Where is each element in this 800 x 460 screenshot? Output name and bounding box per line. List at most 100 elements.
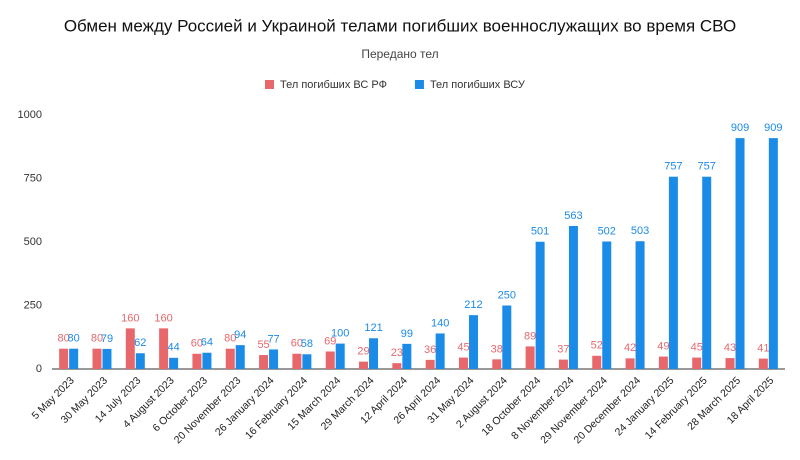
- value-label: 60: [291, 338, 303, 350]
- value-label: 44: [167, 342, 179, 354]
- value-label: 43: [724, 342, 736, 354]
- bar: [625, 358, 635, 369]
- bar: [159, 328, 169, 369]
- bar: [702, 176, 712, 369]
- bar: [768, 138, 778, 369]
- value-label: 563: [564, 210, 582, 222]
- bar: [192, 353, 202, 369]
- bar: [202, 352, 212, 369]
- bar: [458, 357, 468, 369]
- chart-subtitle: Передано тел: [361, 47, 438, 61]
- bar: [658, 356, 668, 369]
- bar: [492, 359, 502, 369]
- legend-swatch: [265, 80, 274, 89]
- value-label: 212: [464, 299, 482, 311]
- value-label: 42: [624, 342, 636, 354]
- value-label: 69: [324, 335, 336, 347]
- value-label: 80: [68, 333, 80, 345]
- value-label: 45: [691, 341, 703, 353]
- bar: [592, 355, 602, 369]
- value-label: 501: [531, 226, 549, 238]
- value-label: 160: [154, 312, 172, 324]
- bar: [535, 241, 545, 369]
- bar: [225, 348, 235, 369]
- bar: [602, 241, 612, 369]
- bar: [259, 355, 269, 369]
- bar: [325, 351, 335, 369]
- bar: [435, 333, 445, 369]
- bar: [735, 138, 745, 369]
- value-label: 52: [591, 340, 603, 352]
- chart-title: Обмен между Россией и Украиной телами по…: [64, 16, 736, 35]
- bar: [502, 305, 512, 369]
- bar: [69, 348, 79, 369]
- value-label: 41: [757, 342, 769, 354]
- value-label: 100: [331, 328, 349, 340]
- bar: [402, 343, 412, 369]
- value-label: 80: [91, 333, 103, 345]
- value-label: 62: [134, 337, 146, 349]
- legend-label: Тел погибших ВС РФ: [280, 79, 387, 91]
- bar: [125, 328, 135, 369]
- value-label: 757: [664, 161, 682, 173]
- bar: [758, 358, 768, 369]
- bar: [169, 357, 179, 369]
- value-label: 80: [224, 333, 236, 345]
- value-label: 45: [457, 341, 469, 353]
- bar: [359, 361, 369, 369]
- value-label: 55: [257, 339, 269, 351]
- value-label: 909: [764, 122, 782, 134]
- value-label: 160: [121, 312, 139, 324]
- bar: [725, 358, 735, 369]
- bar: [558, 359, 568, 369]
- bar: [92, 348, 102, 369]
- value-label: 58: [301, 338, 313, 350]
- value-label: 49: [657, 340, 669, 352]
- value-label: 79: [101, 333, 113, 345]
- bar: [692, 357, 702, 369]
- legend-label: Тел погибших ВСУ: [430, 79, 526, 91]
- value-label: 64: [201, 337, 213, 349]
- bar: [302, 354, 312, 369]
- bar: [635, 241, 645, 369]
- value-label: 36: [424, 344, 436, 356]
- y-tick-label: 250: [24, 299, 42, 311]
- bar: [335, 343, 345, 369]
- legend-swatch: [414, 80, 424, 89]
- bar: [269, 349, 279, 369]
- value-label: 909: [731, 122, 749, 134]
- y-tick-label: 0: [36, 363, 42, 375]
- y-tick-label: 750: [24, 172, 42, 184]
- value-label: 89: [524, 330, 536, 342]
- value-label: 94: [234, 329, 246, 341]
- bar: [468, 315, 478, 369]
- value-label: 29: [357, 346, 369, 358]
- bar: [59, 348, 69, 369]
- value-label: 503: [631, 225, 649, 237]
- value-label: 23: [391, 347, 403, 359]
- value-label: 121: [364, 322, 382, 334]
- value-label: 38: [491, 343, 503, 355]
- value-label: 250: [498, 289, 516, 301]
- bar: [135, 353, 145, 369]
- value-label: 502: [598, 225, 616, 237]
- bar: [369, 338, 379, 369]
- value-label: 757: [698, 161, 716, 173]
- value-label: 80: [58, 333, 70, 345]
- bar: [392, 363, 402, 369]
- y-tick-label: 500: [24, 236, 42, 248]
- bar: [568, 225, 578, 369]
- bar: [292, 353, 302, 369]
- bar: [425, 359, 435, 369]
- bar: [668, 176, 678, 369]
- bar: [235, 345, 245, 369]
- bar: [525, 346, 535, 369]
- value-label: 140: [431, 317, 449, 329]
- value-label: 99: [401, 328, 413, 340]
- y-tick-label: 1000: [18, 109, 42, 121]
- legend: Тел погибших ВС РФ Тел погибших ВСУ: [265, 79, 526, 91]
- bar: [102, 348, 112, 369]
- value-label: 37: [557, 344, 569, 356]
